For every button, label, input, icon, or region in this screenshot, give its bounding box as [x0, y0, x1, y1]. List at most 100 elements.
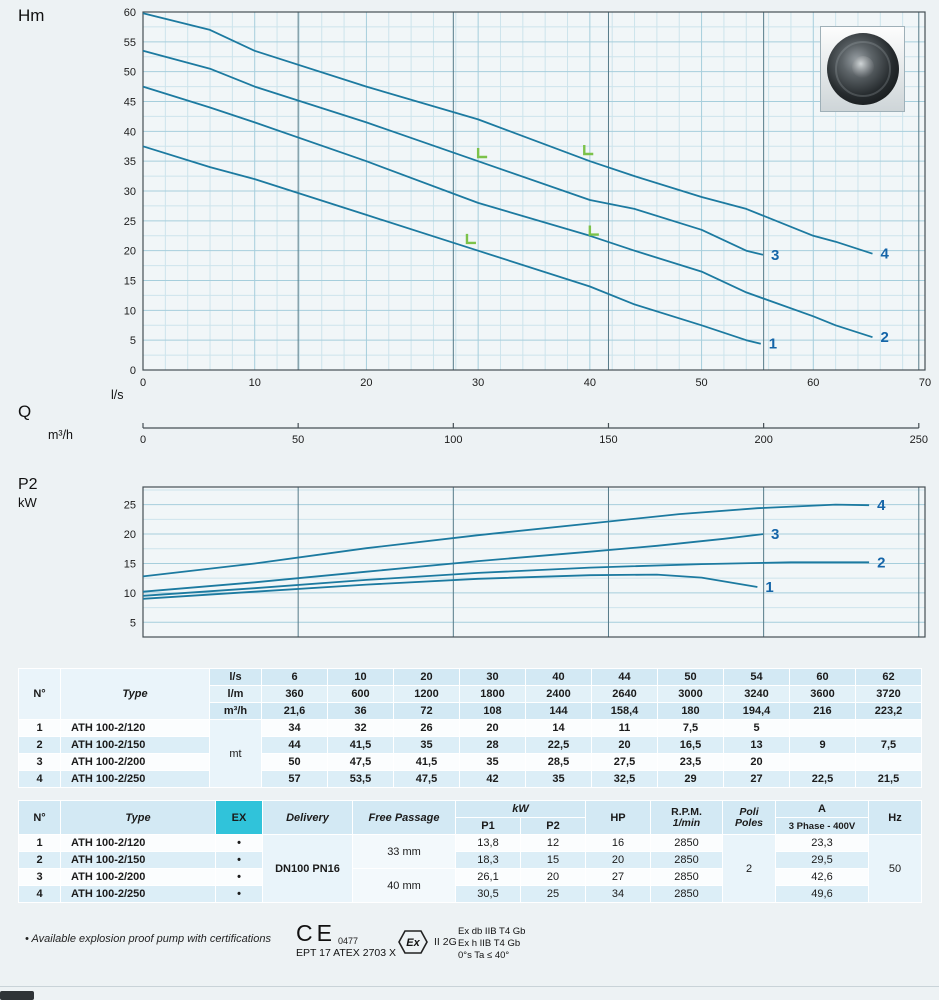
page-divider — [0, 986, 939, 987]
pump-type: ATH 100-2/200 — [60, 753, 210, 771]
ex-bullet: • — [215, 885, 263, 903]
flow-value: 6 — [261, 668, 328, 686]
head-value: 50 — [261, 753, 328, 771]
flow-value: 20 — [393, 668, 460, 686]
table-row: 4 ATH 100-2/250 • 30,5 25 34 2850 49,6 — [18, 885, 922, 903]
atex-ex-block: Ex II 2G — [398, 929, 457, 955]
col-header-current: A — [775, 800, 869, 818]
col-header-p2: P2 — [520, 817, 586, 835]
p1-value: 30,5 — [455, 885, 521, 903]
power-axis-label: P2 — [18, 476, 38, 493]
y-tick-label: 15 — [124, 276, 136, 288]
power-curve-2 — [142, 561, 870, 597]
cert-line: Ex db IIB T4 Gb — [458, 926, 526, 937]
flow-value: 194,4 — [723, 702, 790, 720]
head-value: 22,5 — [525, 736, 592, 754]
ex-bullet: • — [215, 851, 263, 869]
m3h-tick-label: 200 — [754, 434, 772, 446]
m3h-tick-label: 100 — [444, 434, 462, 446]
col-header-phase: 3 Phase - 400V — [775, 817, 869, 835]
curve-label: 2 — [880, 329, 888, 346]
flow-value: 600 — [327, 685, 394, 703]
row-number: 1 — [18, 834, 61, 852]
head-value: 28 — [459, 736, 526, 754]
y-tick-label: 40 — [124, 126, 136, 138]
table-row: 2 ATH 100-2/150 44 41,5 35 28 22,5 20 16,5 13 9 7,5 — [18, 736, 922, 754]
head-value: 5 — [723, 719, 790, 737]
power-curve-3 — [142, 533, 764, 593]
col-header-rpm: R.P.M. 1/min — [650, 800, 723, 835]
x-tick-label: 20 — [360, 377, 372, 389]
free-passage-value: 33 mm — [352, 834, 456, 869]
head-value: 35 — [525, 770, 592, 788]
flow-value: 158,4 — [591, 702, 658, 720]
x-tick-label: 10 — [249, 377, 261, 389]
y-tick-label: 60 — [124, 7, 136, 19]
y-tick-label: 5 — [130, 617, 136, 629]
head-curve-1 — [142, 145, 762, 345]
col-header-free-passage: Free Passage — [352, 800, 456, 835]
flow-unit-ls-label: l/s — [111, 388, 124, 402]
p2-value: 12 — [520, 834, 586, 852]
row-number: 2 — [18, 851, 61, 869]
atex-certificate-number: EPT 17 ATEX 2703 X — [296, 947, 397, 959]
header-row: l/m 360 600 1200 1800 2400 2640 3000 3240 3600 372… — [19, 685, 922, 703]
head-value: 20 — [459, 719, 526, 737]
pump-type: ATH 100-2/150 — [60, 736, 210, 754]
row-number: 3 — [18, 753, 61, 771]
ex-bullet: • — [215, 834, 263, 852]
head-value: 35 — [393, 736, 460, 754]
head-value — [855, 719, 922, 737]
flow-value: 144 — [525, 702, 592, 720]
head-value: 41,5 — [327, 736, 394, 754]
row-number: 4 — [18, 770, 61, 788]
current-value: 49,6 — [775, 885, 869, 903]
head-value: 16,5 — [657, 736, 724, 754]
col-header-kw: kW — [455, 800, 586, 818]
pump-type: ATH 100-2/120 — [60, 719, 210, 737]
table-row: 1 ATH 100-2/120 mt 34 32 26 20 14 11 7,5 5 — [18, 719, 922, 788]
col-header-no: N° — [18, 800, 61, 835]
m3h-tick-label: 150 — [599, 434, 617, 446]
head-value: 28,5 — [525, 753, 592, 771]
head-value: 20 — [723, 753, 790, 771]
x-tick-label: 60 — [807, 377, 819, 389]
impeller-photo — [820, 26, 905, 112]
col-header-hp: HP — [585, 800, 651, 835]
p2-value: 25 — [520, 885, 586, 903]
x-tick-label: 50 — [695, 377, 707, 389]
curve-label: 3 — [771, 526, 779, 543]
flow-unit-header: l/m — [209, 685, 262, 703]
current-value: 29,5 — [775, 851, 869, 869]
duty-point-marker — [465, 233, 476, 245]
head-value: 47,5 — [327, 753, 394, 771]
flow-value: 36 — [327, 702, 394, 720]
flow-value: 216 — [789, 702, 856, 720]
duty-point-marker — [583, 145, 594, 156]
head-value: 23,5 — [657, 753, 724, 771]
flow-unit-m3h-label: m³/h — [48, 428, 73, 442]
flow-value: 21,6 — [261, 702, 328, 720]
head-value: 27,5 — [591, 753, 658, 771]
ce-notified-body-number: 0477 — [337, 936, 358, 946]
head-value: 20 — [591, 736, 658, 754]
cropped-edge-artifact — [0, 991, 34, 1000]
y-tick-label: 10 — [124, 305, 136, 317]
table-row: 3 ATH 100-2/200 50 47,5 41,5 35 28,5 27,5 23,5 20 — [18, 753, 922, 771]
head-value: 57 — [261, 770, 328, 788]
flow-value: 50 — [657, 668, 724, 686]
row-number: 4 — [18, 885, 61, 903]
rpm-value: 2850 — [650, 868, 723, 886]
m3h-tick-label: 50 — [292, 434, 304, 446]
performance-table: N° Type l/s 6 10 20 30 40 44 50 54 60 62 l/m 360 600 120… — [18, 668, 922, 788]
p2-value: 15 — [520, 851, 586, 869]
head-value: 34 — [261, 719, 328, 737]
pump-type: ATH 100-2/120 — [60, 834, 216, 852]
flow-value: 44 — [591, 668, 658, 686]
flow-unit-header: m³/h — [209, 702, 262, 720]
head-value: 32 — [327, 719, 394, 737]
flow-value: 10 — [327, 668, 394, 686]
flow-value: 180 — [657, 702, 724, 720]
